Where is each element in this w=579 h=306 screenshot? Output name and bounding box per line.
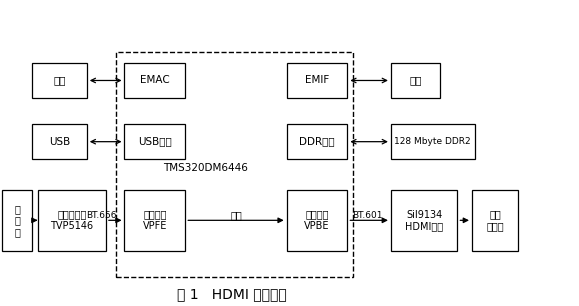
Bar [32,63,87,98]
Text: BT.601: BT.601 [352,211,383,220]
Bar [38,190,106,251]
Text: EMAC: EMAC [140,75,170,85]
Text: EMIF: EMIF [305,75,329,85]
Bar [391,63,440,98]
Text: BT.656: BT.656 [86,211,117,220]
Text: DDR接口: DDR接口 [299,136,335,147]
Text: 高清
显示器: 高清 显示器 [486,210,504,231]
Bar [124,190,185,251]
Bar [124,124,185,159]
Text: 视频前端
VPFE: 视频前端 VPFE [142,210,167,231]
Text: 处理: 处理 [230,211,242,220]
Bar [32,124,87,159]
Bar [287,124,347,159]
Bar [287,63,347,98]
Text: 视频解码器
TVP5146: 视频解码器 TVP5146 [50,210,93,231]
Bar [391,124,475,159]
Text: 128 Mbyte DDR2: 128 Mbyte DDR2 [394,137,471,146]
Bar [287,190,347,251]
Text: TMS320DM6446: TMS320DM6446 [163,163,248,173]
Bar [116,52,353,277]
Bar [391,190,457,251]
Bar [124,63,185,98]
Text: SiI9134
HDMI芯片: SiI9134 HDMI芯片 [405,210,443,231]
Text: 图 1   HDMI 系统框图: 图 1 HDMI 系统框图 [177,287,287,301]
Text: 摄
像
头: 摄 像 头 [14,204,20,237]
Bar [472,190,518,251]
Text: 视频后端
VPBE: 视频后端 VPBE [304,210,330,231]
Text: USB: USB [49,136,70,147]
Text: USB接口: USB接口 [138,136,172,147]
Bar [2,190,32,251]
Text: 网口: 网口 [53,75,65,85]
Text: 硬盘: 硬盘 [409,75,422,85]
